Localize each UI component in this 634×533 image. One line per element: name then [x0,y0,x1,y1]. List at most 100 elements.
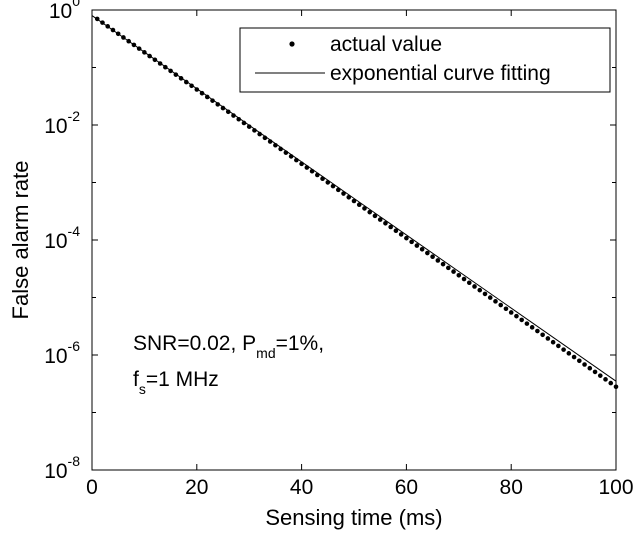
data-point [535,328,540,334]
data-point [409,239,414,245]
data-point [367,209,373,215]
x-tick-label: 20 [185,476,208,499]
y-tick-label: 10-2 [44,108,80,138]
data-point [356,202,362,208]
annotation-pmd-value: =1%, [276,332,324,355]
data-point [545,336,551,341]
data-point [404,235,409,241]
data-point [425,250,430,256]
data-point [315,172,320,178]
x-tick-label: 100 [598,476,633,499]
data-point [435,258,441,263]
data-point [508,310,514,315]
data-point [131,42,137,48]
y-tick-label: 10-6 [44,338,80,368]
parameter-annotation: SNR=0.02, Pmd=1%, fs=1 MHz [133,332,324,397]
data-point [299,161,304,167]
y-tick-base: 10 [44,460,67,483]
data-point [110,27,116,33]
data-point [398,232,404,237]
data-point [571,354,577,360]
data-point [262,135,268,141]
plot-marks [91,15,619,390]
legend-label-curve-fitting: exponential curve fitting [330,62,551,85]
legend-marker-actual-value [289,41,295,47]
data-point [147,53,152,59]
data-point [388,224,393,230]
data-point [136,46,142,51]
data-point [482,291,488,297]
data-point [493,299,498,304]
data-point [309,168,315,174]
y-tick-base: 10 [44,345,67,368]
data-point [121,35,126,40]
data-point [288,154,294,159]
data-point [252,128,257,133]
x-tick-label: 0 [86,476,98,499]
data-point [126,38,131,44]
data-point [372,213,378,219]
data-point [105,24,111,29]
data-point [236,116,242,122]
y-tick-base: 10 [44,115,67,138]
data-point [199,90,205,96]
data-point [519,317,524,323]
data-point [561,347,566,352]
annotation-snr: SNR=0.02, P [133,332,256,355]
data-point [94,16,100,22]
y-tick-base: 10 [49,0,72,23]
data-point [414,243,420,248]
data-point [577,358,582,364]
data-point [304,165,310,170]
data-point [168,68,173,74]
y-axis-title: False alarm rate [8,161,33,320]
data-point [115,31,121,37]
annotation-fs-sub: s [139,381,146,397]
fit-line [91,15,617,382]
data-point [325,180,331,185]
data-point [231,113,236,118]
data-point [603,377,608,382]
data-point [540,332,545,338]
data-point [100,20,105,25]
data-point [514,313,519,319]
data-point [257,131,262,137]
annotation-fs-base: f [133,368,139,391]
data-point [142,50,147,55]
data-point [184,79,189,85]
x-tick-label: 40 [290,476,313,499]
y-tick-exponent: -2 [68,108,81,124]
data-point [487,295,493,300]
data-point [157,61,163,66]
y-tick-label: 100 [49,0,80,23]
x-tick-label: 60 [395,476,418,499]
data-point [210,98,215,103]
data-point [225,109,231,115]
data-point [267,139,273,144]
data-point [341,191,346,196]
x-tick-label: 80 [500,476,523,499]
data-point [477,287,483,293]
data-point [273,142,278,148]
data-point [556,343,561,349]
data-point [194,87,200,92]
y-tick-exponent: -8 [68,453,81,469]
y-tick-label: 10-4 [44,223,80,253]
x-axis-title: Sensing time (ms) [265,505,442,530]
data-point [566,351,572,356]
data-point [592,369,598,375]
y-tick-exponent: 0 [72,0,80,9]
data-point [278,146,283,152]
data-point [446,265,451,271]
data-point [451,269,456,274]
data-point [152,57,158,63]
data-point [524,321,530,326]
data-point [529,325,535,330]
annotation-fs-value: =1 MHz [146,368,219,391]
legend-label-actual-value: actual value [330,33,442,56]
data-point [294,157,299,163]
data-point [330,183,336,189]
data-point [204,94,210,100]
